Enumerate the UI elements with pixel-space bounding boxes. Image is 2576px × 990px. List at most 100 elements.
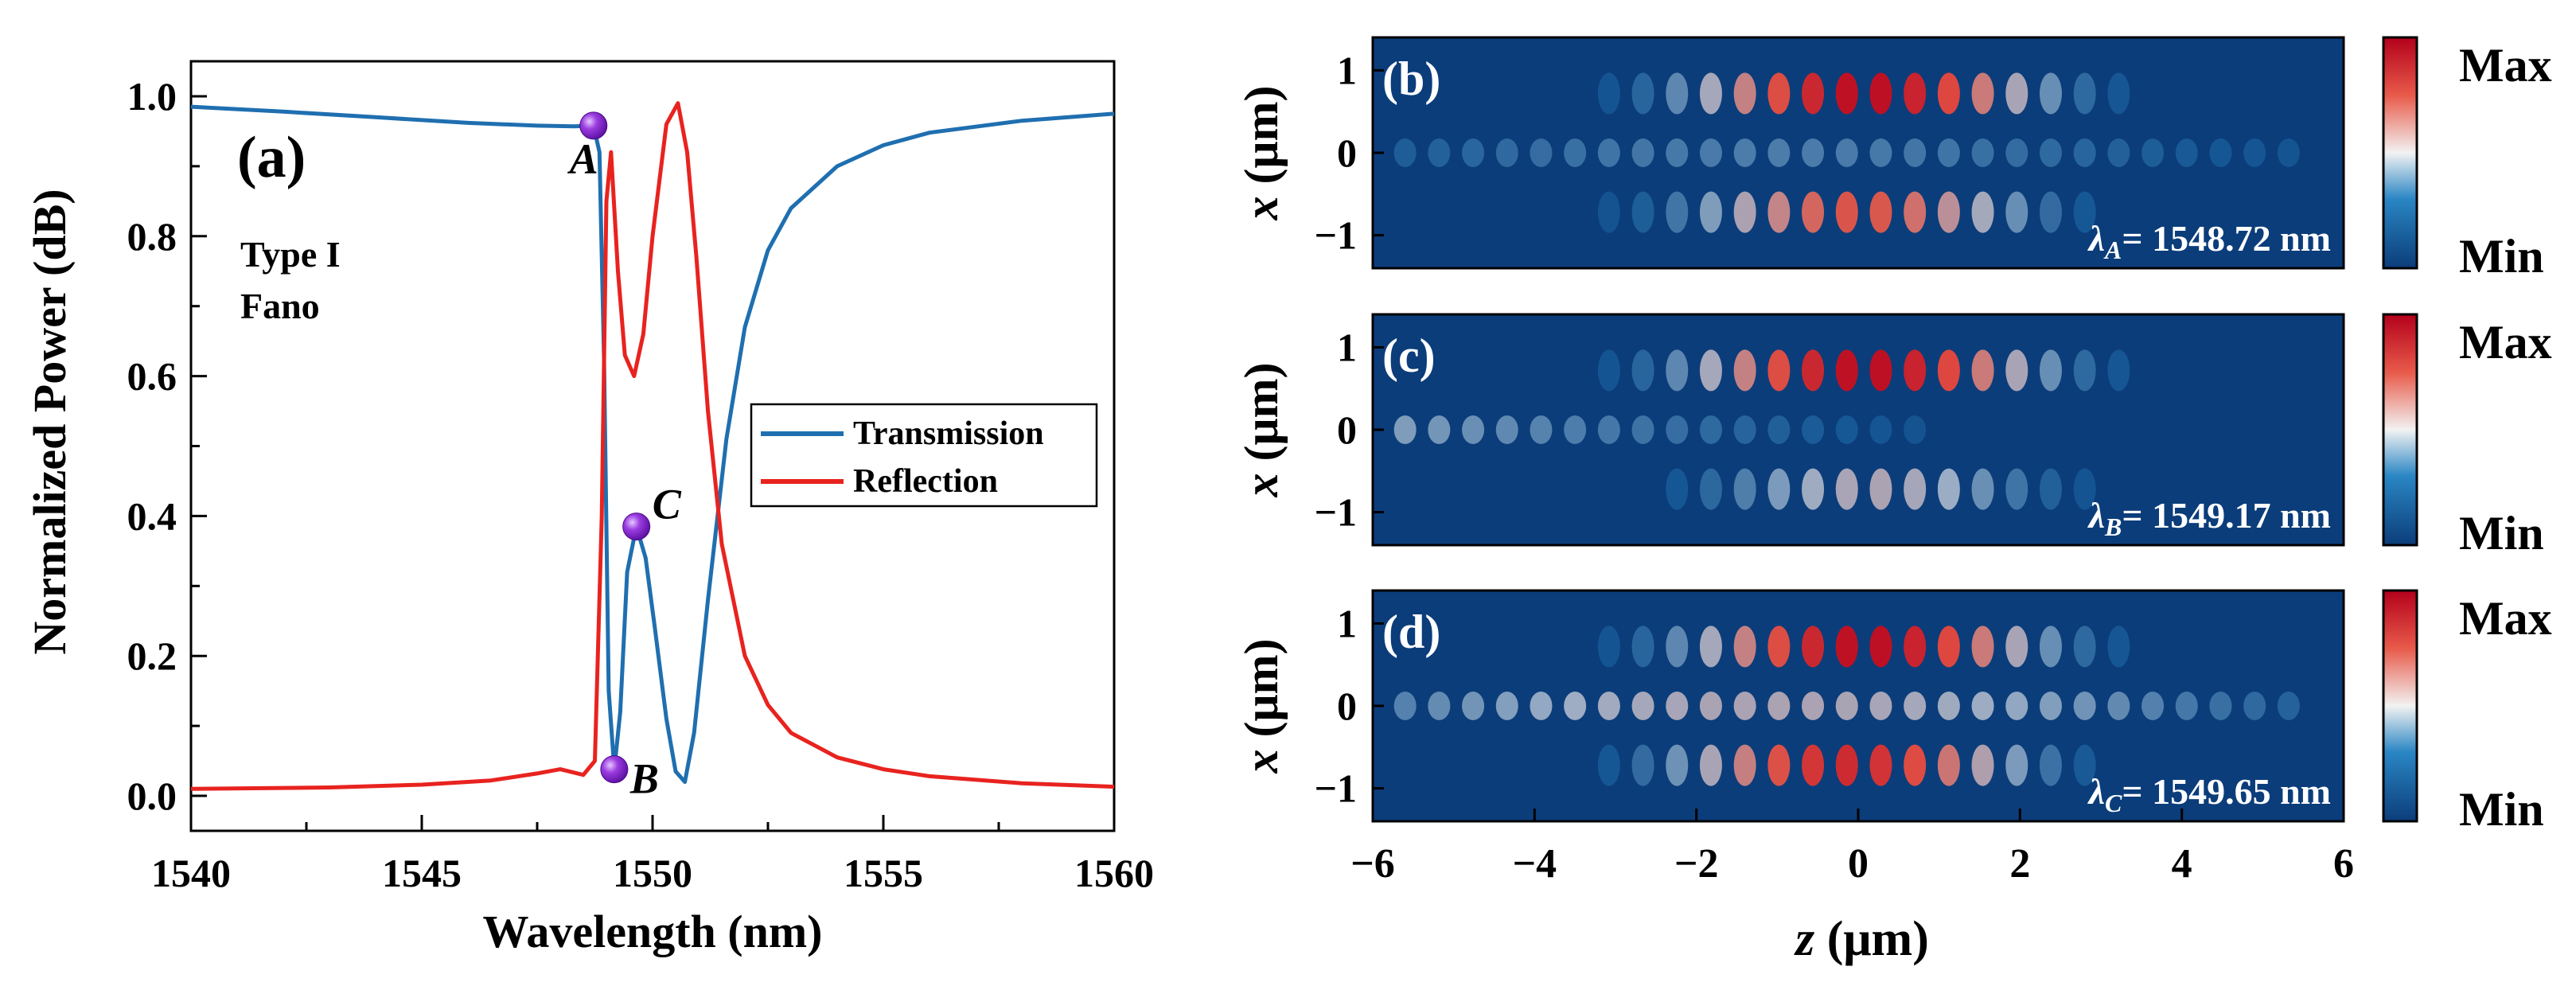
field-spot — [1971, 191, 1994, 233]
y-tick-label: 0.4 — [127, 493, 177, 538]
series-layer — [190, 101, 1115, 791]
x-tick-label: −4 — [1513, 841, 1557, 887]
field-spot — [1904, 138, 1927, 167]
y-tick-label: 0.8 — [127, 214, 177, 259]
field-spot — [1631, 744, 1654, 786]
y-tick-label: 0.2 — [127, 633, 177, 678]
field-spot — [1699, 626, 1722, 668]
panel-label: (c) — [1382, 329, 1436, 382]
y-tick-label: −1 — [1315, 766, 1358, 811]
x-tick-label: −2 — [1674, 841, 1719, 887]
field-spot — [1802, 72, 1825, 115]
y-tick-label: −1 — [1315, 490, 1358, 535]
field-spot — [1869, 72, 1892, 115]
colorbar-max-label: Max — [2459, 316, 2552, 368]
field-spot — [2277, 138, 2300, 167]
field-spot — [1937, 692, 1960, 720]
field-spot — [1835, 349, 1858, 392]
y-tick-label: 1.0 — [127, 74, 177, 119]
colorbar-min-label: Min — [2459, 507, 2544, 559]
x-tick-label: 1550 — [613, 851, 692, 895]
field-spot — [1631, 692, 1654, 720]
field-spot — [1733, 138, 1756, 167]
field-spot — [1393, 415, 1417, 444]
colorbar-min-label: Min — [2459, 230, 2544, 283]
field-spot — [1937, 72, 1960, 115]
field-spot — [1699, 191, 1722, 233]
field-spot — [1767, 415, 1791, 444]
field-spot — [1869, 138, 1892, 167]
field-spot — [1631, 415, 1654, 444]
field-spot — [1733, 692, 1756, 720]
y-tick-label: 0.0 — [127, 774, 177, 818]
field-spot — [1835, 744, 1858, 786]
field-spot — [2243, 138, 2266, 167]
field-spot — [1937, 468, 1960, 510]
field-spot — [2073, 72, 2096, 115]
heatmap-x-axis-label: z (μm) — [1794, 912, 1929, 966]
field-spot — [1564, 415, 1587, 444]
field-spot — [1937, 191, 1960, 233]
y-axis-label: x (μm) — [1235, 86, 1288, 221]
field-spot — [1495, 692, 1518, 720]
field-spot — [1597, 744, 1620, 786]
field-spot — [1666, 626, 1689, 668]
field-spot — [2107, 72, 2130, 115]
field-spot — [1631, 349, 1654, 392]
field-spot — [2073, 349, 2096, 392]
field-spot — [1802, 626, 1825, 668]
field-spot — [2005, 692, 2028, 720]
field-spot — [2107, 692, 2130, 720]
marker-layer: A B C — [567, 111, 682, 803]
field-spot — [1597, 138, 1620, 167]
field-spot — [1971, 349, 1994, 392]
field-spot — [1699, 744, 1722, 786]
field-spot — [2209, 692, 2232, 720]
field-spot — [1597, 692, 1620, 720]
field-spot — [1767, 72, 1791, 115]
field-spot — [2073, 626, 2096, 668]
field-spot — [1904, 744, 1927, 786]
field-spot — [1666, 72, 1689, 115]
colorbar-min-label: Min — [2459, 783, 2544, 836]
field-spot — [1767, 138, 1791, 167]
field-spot — [1869, 468, 1892, 510]
x-tick-label: 1545 — [382, 851, 462, 895]
field-spot — [2039, 744, 2062, 786]
field-spot — [1631, 72, 1654, 115]
field-spot — [1971, 138, 1994, 167]
field-spot — [1802, 744, 1825, 786]
field-spot — [1904, 692, 1927, 720]
field-spot — [1699, 72, 1722, 115]
field-spot — [1937, 626, 1960, 668]
colorbar-max-label: Max — [2459, 39, 2552, 92]
field-spot — [1835, 138, 1858, 167]
field-spot — [2005, 72, 2028, 115]
field-spot — [2141, 138, 2165, 167]
y-axis-label: x (μm) — [1235, 639, 1288, 774]
field-spot — [1699, 349, 1722, 392]
field-spot — [1937, 349, 1960, 392]
field-spot — [2073, 692, 2096, 720]
colorbar — [2382, 36, 2418, 270]
field-spot — [2039, 138, 2062, 167]
point-label-a: A — [567, 135, 598, 183]
field-spot — [2175, 138, 2198, 167]
field-spot — [1666, 692, 1689, 720]
field-spot — [1971, 744, 1994, 786]
field-spot — [1971, 468, 1994, 510]
panel-label: (a) — [237, 125, 306, 190]
field-spot — [1869, 349, 1892, 392]
field-spot — [1869, 744, 1892, 786]
x-tick-label: 1560 — [1074, 851, 1154, 895]
field-spot — [2005, 138, 2028, 167]
annotation-line-1: Type I — [240, 234, 341, 275]
field-map-panel: (c) λB= 1549.17 nm 1 0 −1 x (μm) Max Min — [1235, 313, 2552, 559]
field-spot — [1530, 692, 1553, 720]
legend-label-transmission: Transmission — [853, 415, 1044, 452]
field-spot — [1767, 349, 1791, 392]
field-spot — [1462, 138, 1485, 167]
field-spot — [1904, 191, 1927, 233]
x-tick-label: 6 — [2333, 841, 2354, 887]
